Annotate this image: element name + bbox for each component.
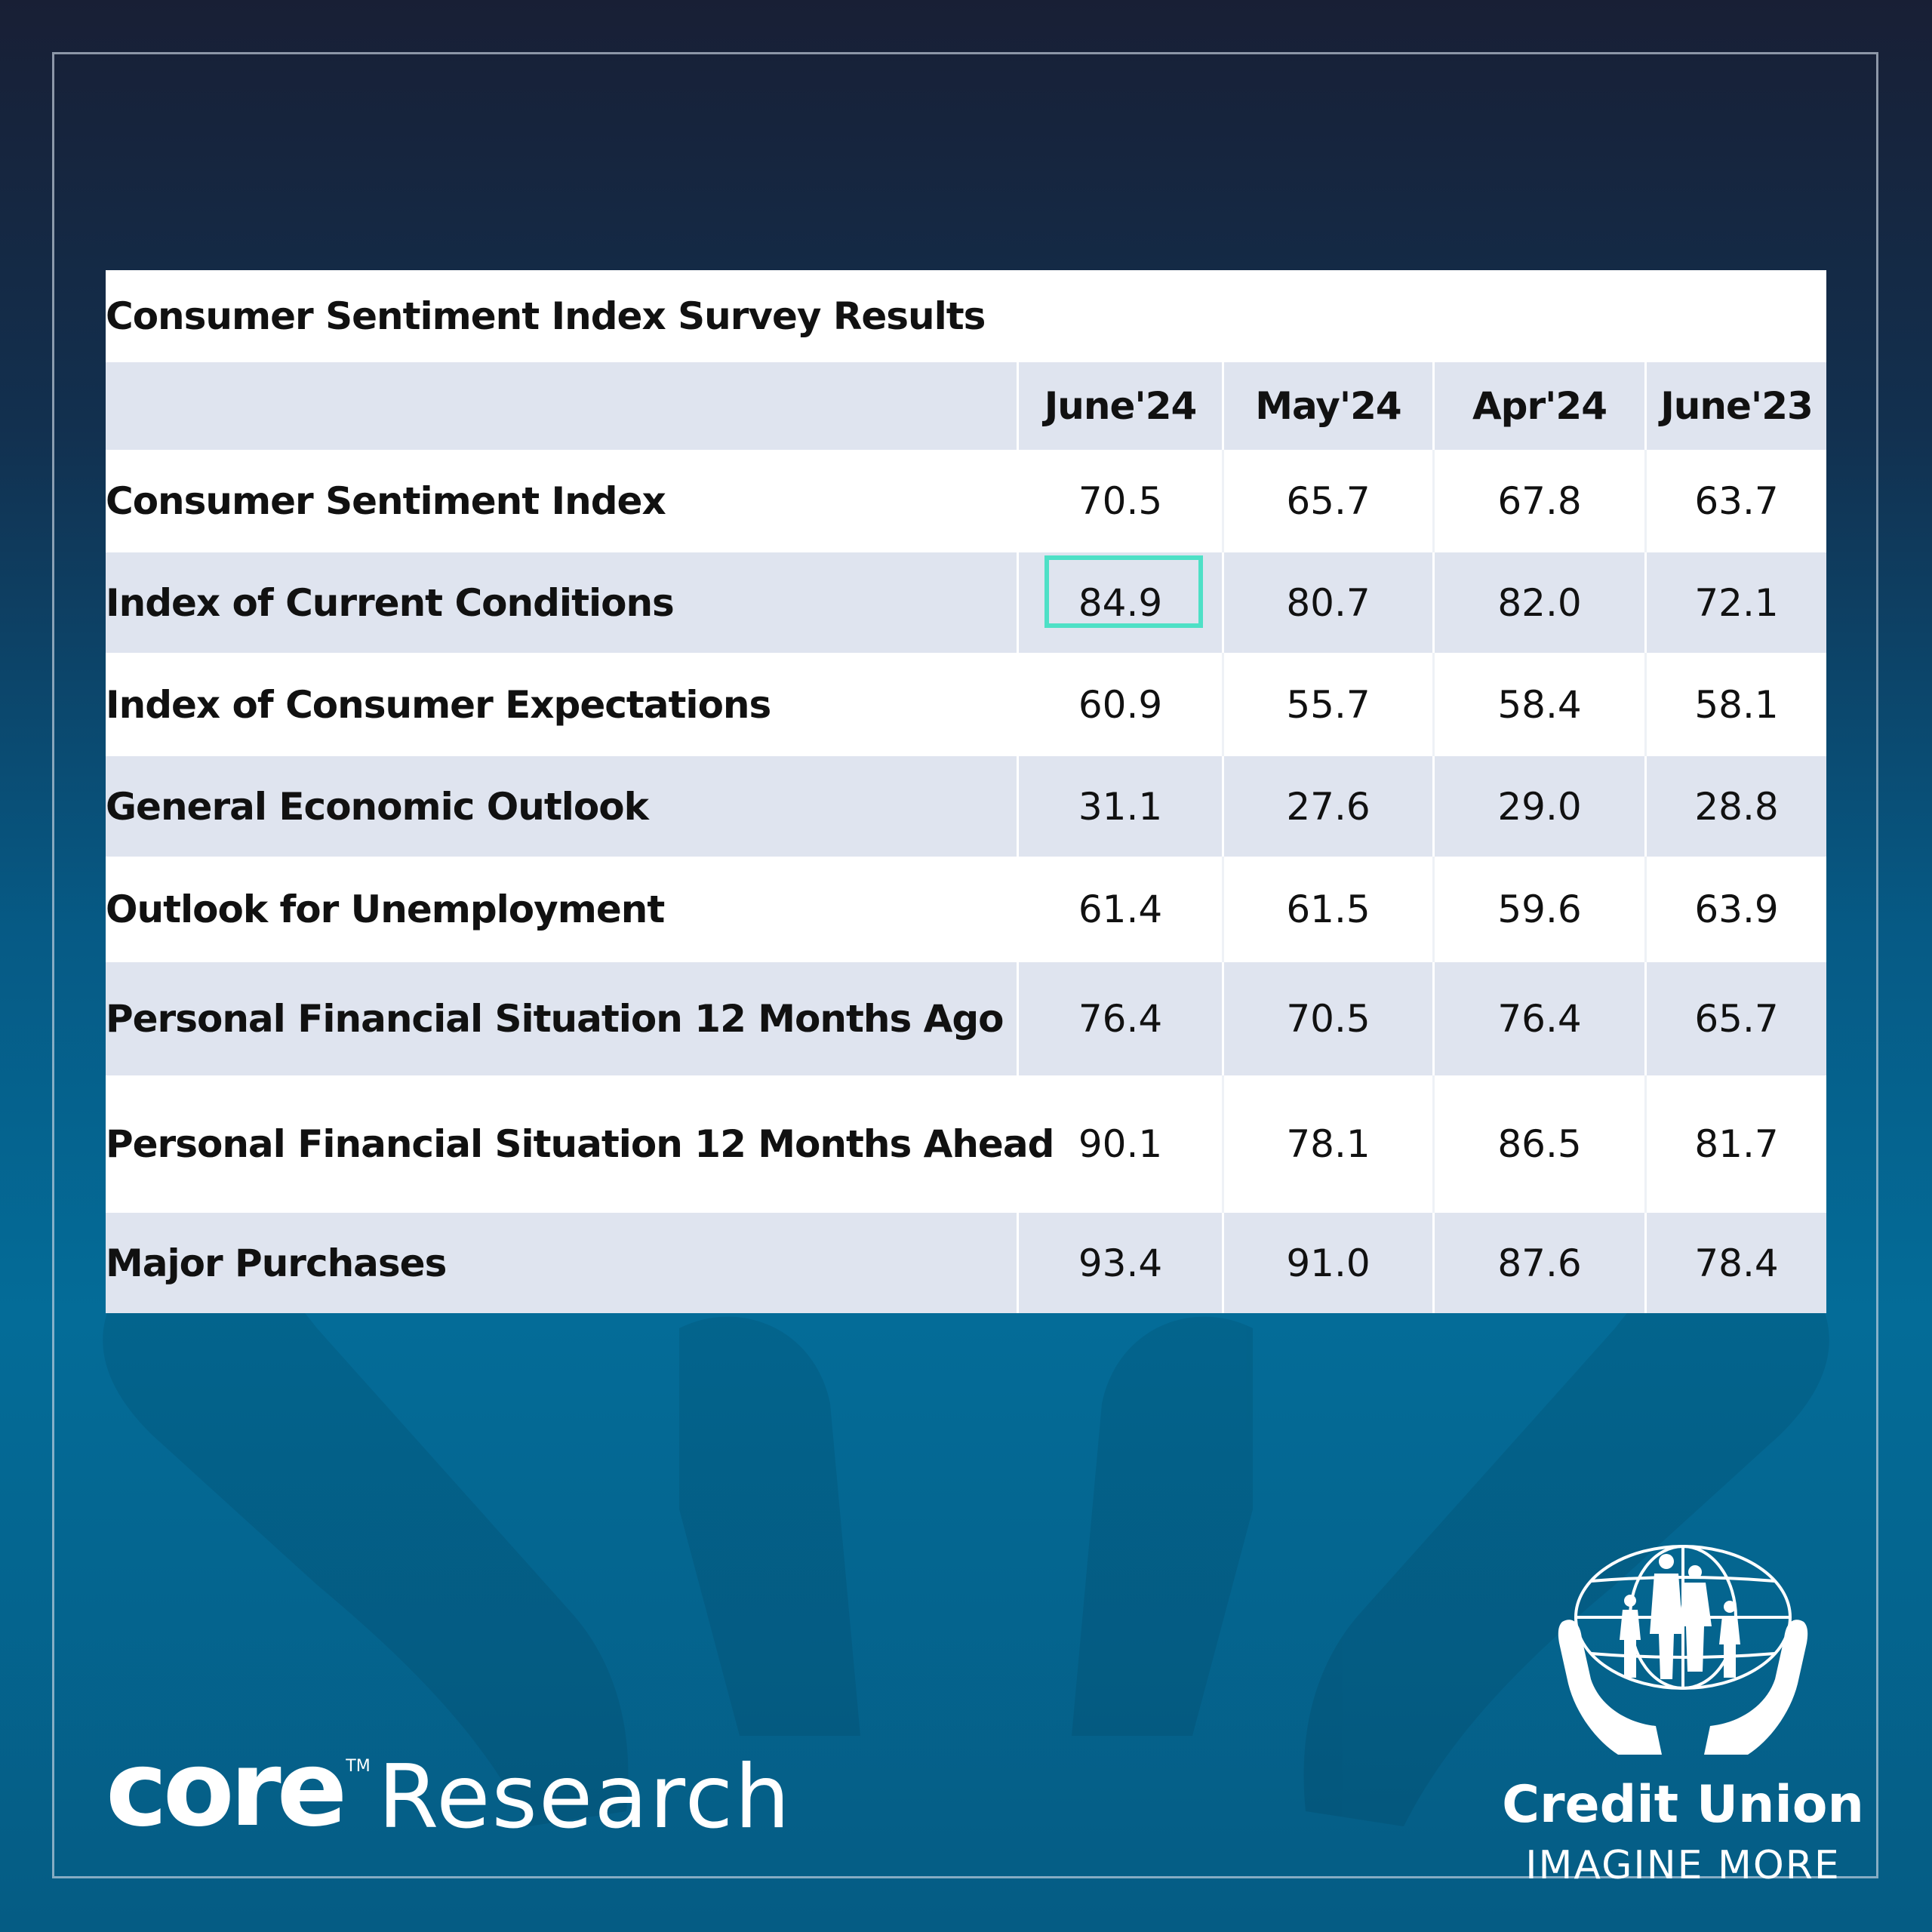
table-cell: 82.0 (1435, 552, 1647, 653)
table-cell: 63.7 (1694, 479, 1779, 523)
row-label: Consumer Sentiment Index (106, 450, 1019, 552)
row-label: General Economic Outlook (106, 756, 1019, 857)
table-cell: 65.7 (1694, 997, 1779, 1041)
column-header: June'24 (1019, 362, 1224, 450)
table-cell: 55.7 (1224, 653, 1435, 756)
core-research-logo: core TM Research (106, 1737, 792, 1848)
research-wordmark: Research (377, 1746, 792, 1848)
table-cell: 59.6 (1435, 857, 1647, 962)
table-title: Consumer Sentiment Index Survey Results (106, 294, 986, 338)
row-label-text: Index of Consumer Expectations (106, 682, 771, 727)
row-label-text: Major Purchases (106, 1241, 447, 1285)
table-row: Outlook for Unemployment 61.4 61.5 59.6 … (106, 857, 1826, 962)
table-cell: 90.1 (1019, 1075, 1224, 1213)
row-label: Major Purchases (106, 1213, 1019, 1313)
row-label: Outlook for Unemployment (106, 857, 1019, 962)
table-cell: 87.6 (1435, 1213, 1647, 1313)
table-cell: 70.5 (1019, 450, 1224, 552)
table-row: Major Purchases 93.4 91.0 87.6 78.4 (106, 1213, 1826, 1313)
sentiment-table: Consumer Sentiment Index Survey Results … (106, 270, 1826, 1313)
table-cell: 61.5 (1224, 857, 1435, 962)
table-cell: 31.1 (1019, 756, 1224, 857)
table-cell: 80.7 (1224, 552, 1435, 653)
table-cell: 91.0 (1224, 1213, 1435, 1313)
row-label: Personal Financial Situation 12 Months A… (106, 1075, 1054, 1213)
table-cell: 63.9 (1694, 888, 1779, 931)
table-cell: 65.7 (1224, 450, 1435, 552)
column-header: June'23 (1660, 384, 1814, 428)
row-label: Index of Consumer Expectations (106, 653, 1019, 756)
table-cell: 58.1 (1694, 682, 1779, 727)
row-label-text: Index of Current Conditions (106, 580, 675, 625)
table-row: Personal Financial Situation 12 Months A… (106, 1075, 1826, 1213)
table-grid: June'24 May'24 Apr'24 June'23 Consumer S… (106, 362, 1826, 1313)
table-cell: 81.7 (1694, 1122, 1779, 1166)
table-cell: 93.4 (1019, 1213, 1224, 1313)
table-row: Consumer Sentiment Index 70.5 65.7 67.8 … (106, 450, 1826, 552)
highlight-box (1044, 555, 1203, 628)
outer-frame (52, 52, 1878, 1878)
trademark-mark: TM (346, 1757, 371, 1776)
table-cell: 86.5 (1435, 1075, 1647, 1213)
table-cell: 78.4 (1694, 1241, 1779, 1285)
table-cell: 76.4 (1019, 962, 1224, 1075)
table-cell: 72.1 (1694, 580, 1779, 625)
table-cell: 29.0 (1435, 756, 1647, 857)
column-header: Apr'24 (1435, 362, 1647, 450)
table-cell: 76.4 (1435, 962, 1647, 1075)
core-wordmark: core (106, 1728, 347, 1850)
table-cell: 67.8 (1435, 450, 1647, 552)
table-cell: 27.6 (1224, 756, 1435, 857)
table-header-row: June'24 May'24 Apr'24 June'23 (106, 362, 1826, 450)
credit-union-hands-globe-icon (1558, 1545, 1808, 1755)
row-label-text: General Economic Outlook (106, 784, 649, 829)
row-label-text: Personal Financial Situation 12 Months A… (106, 1122, 1054, 1166)
table-row: Index of Consumer Expectations 60.9 55.7… (106, 653, 1826, 756)
table-cell: 61.4 (1019, 857, 1224, 962)
row-label-text: Outlook for Unemployment (106, 888, 665, 931)
header-empty-cell (106, 362, 1019, 450)
table-cell: 28.8 (1694, 784, 1779, 829)
row-label: Personal Financial Situation 12 Months A… (106, 962, 1019, 1075)
table-row: Index of Current Conditions 84.9 80.7 82… (106, 552, 1826, 653)
row-label: Index of Current Conditions (106, 552, 1019, 653)
row-label-text: Personal Financial Situation 12 Months A… (106, 997, 1004, 1041)
credit-union-tagline: IMAGINE MORE (1525, 1843, 1841, 1888)
table-cell: 78.1 (1224, 1075, 1435, 1213)
table-row: Personal Financial Situation 12 Months A… (106, 962, 1826, 1075)
row-label-text: Consumer Sentiment Index (106, 479, 666, 523)
column-header: May'24 (1224, 362, 1435, 450)
table-cell: 84.9 (1019, 552, 1224, 653)
table-cell: 58.4 (1435, 653, 1647, 756)
table-cell: 70.5 (1224, 962, 1435, 1075)
table-cell: 60.9 (1019, 653, 1224, 756)
credit-union-name: Credit Union (1502, 1775, 1864, 1835)
table-row: General Economic Outlook 31.1 27.6 29.0 … (106, 756, 1826, 857)
